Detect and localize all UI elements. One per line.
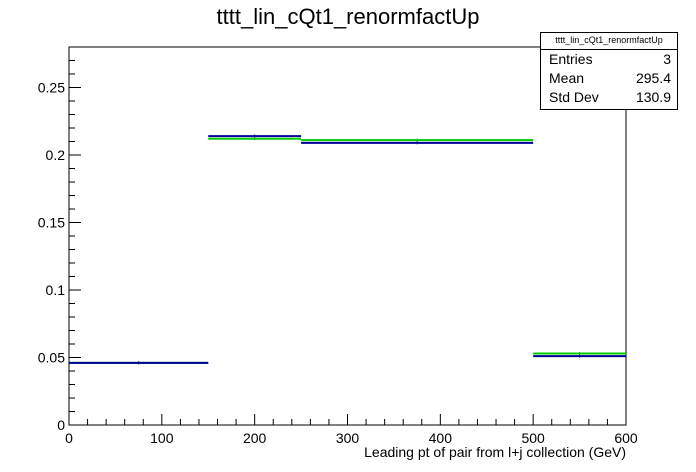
x-tick-label: 300 bbox=[336, 430, 360, 446]
x-axis-label: Leading pt of pair from l+j collection (… bbox=[364, 444, 626, 460]
x-tick-label: 400 bbox=[429, 430, 453, 446]
y-tick-label: 0 bbox=[57, 417, 65, 433]
x-tick-label: 0 bbox=[65, 430, 73, 446]
stats-row-mean: Mean 295.4 bbox=[541, 69, 677, 88]
stats-label: Mean bbox=[549, 70, 585, 86]
chart-title: tttt_lin_cQt1_renormfactUp bbox=[216, 4, 480, 29]
series-1 bbox=[69, 134, 626, 365]
stats-box: tttt_lin_cQt1_renormfactUp Entries 3 Mea… bbox=[540, 32, 678, 110]
x-tick-label: 500 bbox=[521, 430, 545, 446]
stats-row-stddev: Std Dev 130.9 bbox=[541, 88, 677, 107]
y-tick-label: 0.2 bbox=[46, 147, 66, 163]
stats-label: Std Dev bbox=[549, 89, 599, 105]
x-tick-label: 100 bbox=[150, 430, 174, 446]
stats-label: Entries bbox=[549, 51, 593, 67]
stats-row-entries: Entries 3 bbox=[541, 50, 677, 69]
x-tick-label: 200 bbox=[243, 430, 267, 446]
y-tick-label: 0.25 bbox=[38, 80, 65, 96]
x-tick-label: 600 bbox=[614, 430, 638, 446]
y-tick-label: 0.15 bbox=[38, 215, 65, 231]
series-0 bbox=[69, 137, 626, 365]
y-tick-label: 0.1 bbox=[46, 282, 66, 298]
stats-value: 3 bbox=[663, 51, 671, 67]
stats-value: 130.9 bbox=[635, 89, 671, 105]
stats-box-header: tttt_lin_cQt1_renormfactUp bbox=[541, 33, 677, 50]
y-tick-label: 0.05 bbox=[38, 350, 65, 366]
stats-value: 295.4 bbox=[635, 70, 671, 86]
